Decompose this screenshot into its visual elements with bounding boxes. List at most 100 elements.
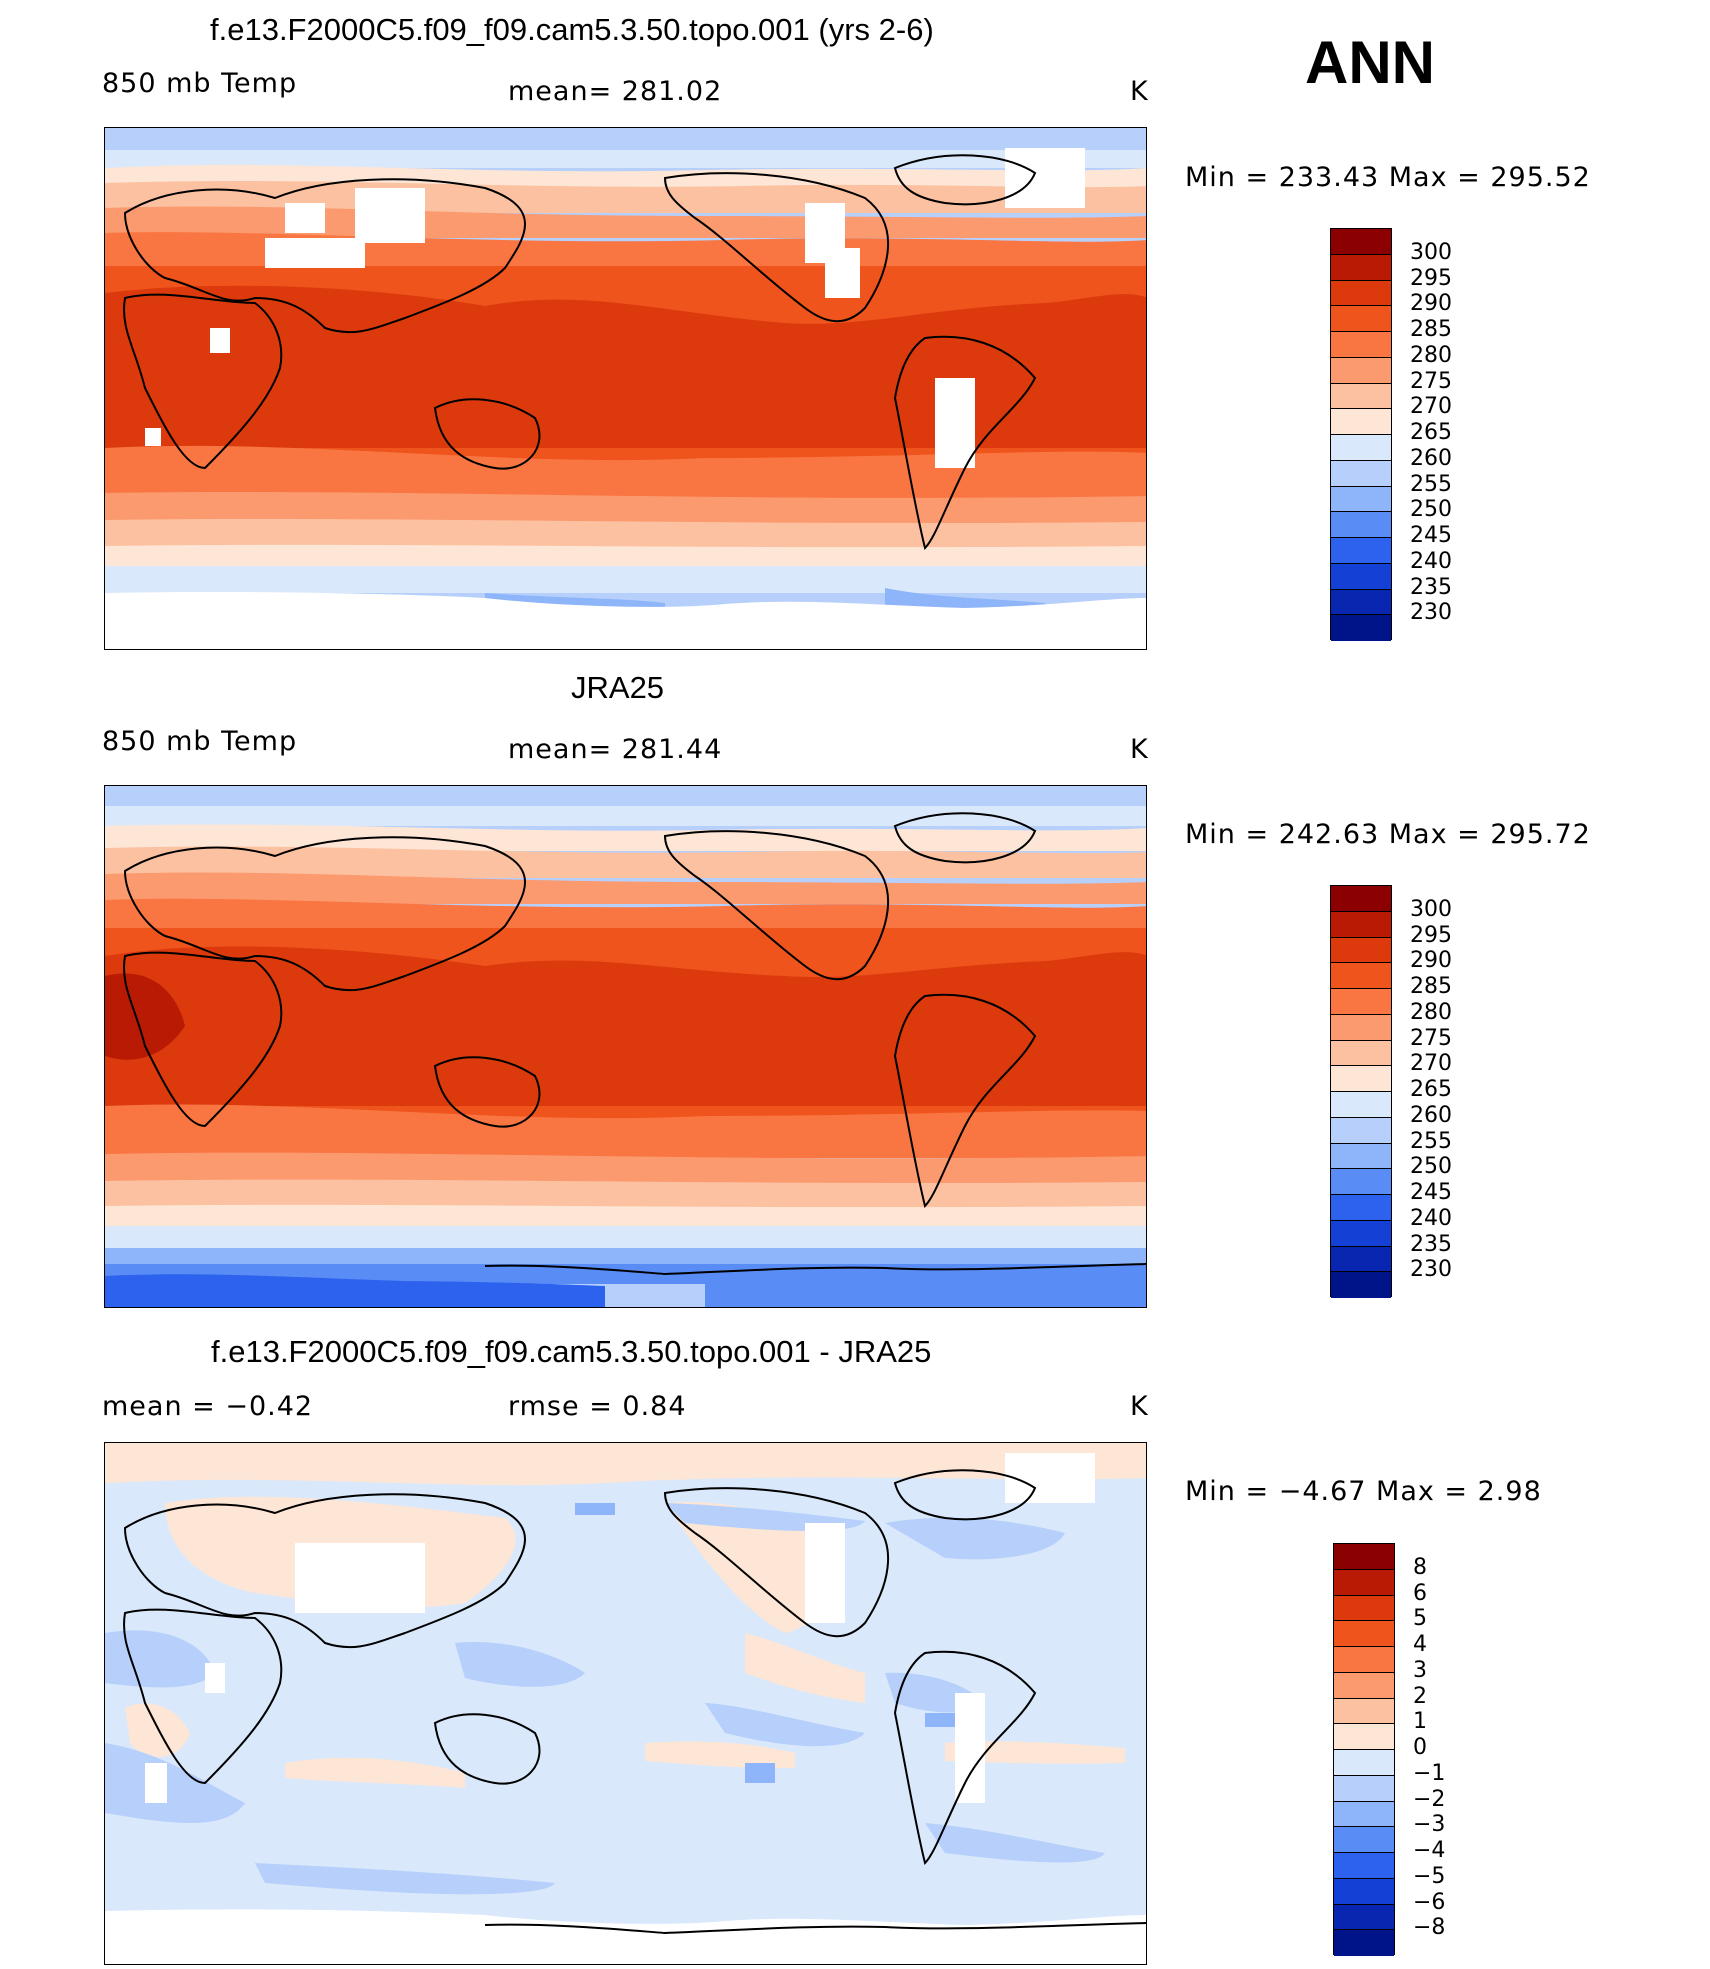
panel-2-mean-label: mean= 281.44: [508, 734, 723, 765]
colorbar-swatch: [1334, 1930, 1394, 1956]
colorbar-swatch: [1331, 615, 1391, 641]
colorbar-tick-label: 290: [1410, 291, 1452, 317]
panel-3-rmse-label: rmse = 0.84: [508, 1391, 687, 1422]
colorbar-tick-label: 235: [1410, 574, 1452, 600]
colorbar-swatch: [1334, 1904, 1394, 1931]
colorbar-swatch: [1331, 383, 1391, 410]
colorbar-tick-label: −5: [1413, 1863, 1446, 1889]
panel-2-variable-label: 850 mb Temp: [102, 726, 298, 757]
colorbar-swatch: [1331, 512, 1391, 538]
colorbar-swatch: [1334, 1544, 1394, 1570]
panel-1-map: [104, 127, 1147, 650]
colorbar-swatch: [1331, 280, 1391, 307]
colorbar-swatch: [1331, 1117, 1391, 1144]
colorbar-tick-label: 300: [1410, 896, 1452, 922]
colorbar-tick-label: −6: [1413, 1889, 1446, 1915]
colorbar-tick-label: 0: [1413, 1735, 1427, 1760]
colorbar-swatch: [1334, 1878, 1394, 1905]
colorbar-tick-label: 265: [1410, 1077, 1452, 1102]
season-label: ANN: [1305, 29, 1435, 96]
colorbar-swatch: [1331, 1272, 1391, 1298]
colorbar-swatch: [1334, 1750, 1394, 1776]
colorbar-tick-label: 3: [1413, 1657, 1427, 1683]
colorbar-swatch: [1331, 1143, 1391, 1170]
panel-3-colorbar: [1333, 1543, 1395, 1956]
colorbar-swatch: [1331, 1040, 1391, 1067]
colorbar-swatch: [1331, 1014, 1391, 1041]
panel-1-map-field: [105, 128, 1146, 649]
colorbar-tick-label: 280: [1410, 999, 1452, 1025]
panel-3-title: f.e13.F2000C5.f09_f09.cam5.3.50.topo.001…: [211, 1334, 932, 1369]
colorbar-swatch: [1331, 1092, 1391, 1118]
colorbar-tick-label: 240: [1410, 548, 1452, 574]
colorbar-swatch: [1334, 1569, 1394, 1596]
colorbar-swatch: [1334, 1853, 1394, 1879]
colorbar-swatch: [1334, 1647, 1394, 1673]
colorbar-swatch: [1334, 1698, 1394, 1725]
colorbar-tick-label: −2: [1413, 1786, 1446, 1812]
colorbar-swatch: [1334, 1801, 1394, 1828]
colorbar-tick-label: 285: [1410, 974, 1452, 999]
panel-3-unit: K: [1130, 1391, 1149, 1422]
colorbar-tick-label: 235: [1410, 1231, 1452, 1257]
colorbar-swatch: [1334, 1595, 1394, 1622]
panel-2-unit: K: [1130, 734, 1149, 765]
colorbar-swatch: [1331, 1195, 1391, 1221]
colorbar-swatch: [1331, 1169, 1391, 1195]
colorbar-tick-label: 285: [1410, 317, 1452, 342]
colorbar-tick-label: 6: [1413, 1580, 1427, 1606]
colorbar-swatch: [1334, 1724, 1394, 1750]
colorbar-tick-label: −4: [1413, 1838, 1446, 1863]
colorbar-tick-label: 290: [1410, 948, 1452, 974]
colorbar-tick-label: −8: [1413, 1915, 1446, 1941]
colorbar-swatch: [1331, 1066, 1391, 1092]
panel-2-colorbar: [1330, 885, 1392, 1298]
colorbar-tick-label: 8: [1413, 1554, 1427, 1580]
colorbar-tick-label: 4: [1413, 1632, 1427, 1657]
panel-3-mean-label: mean = −0.42: [102, 1391, 314, 1422]
colorbar-tick-label: 245: [1410, 523, 1452, 548]
colorbar-swatch: [1331, 1220, 1391, 1247]
colorbar-tick-label: 245: [1410, 1180, 1452, 1205]
colorbar-swatch: [1331, 538, 1391, 564]
panel-1-mean-label: mean= 281.02: [508, 76, 723, 107]
colorbar-tick-label: 230: [1410, 600, 1452, 626]
colorbar-tick-label: 270: [1410, 1051, 1452, 1077]
colorbar-tick-label: 270: [1410, 394, 1452, 420]
colorbar-tick-label: 280: [1410, 342, 1452, 368]
panel-1-title: f.e13.F2000C5.f09_f09.cam5.3.50.topo.001…: [210, 12, 934, 47]
colorbar-swatch: [1331, 589, 1391, 616]
colorbar-tick-label: −3: [1413, 1812, 1446, 1838]
colorbar-swatch: [1331, 1246, 1391, 1273]
colorbar-tick-label: 265: [1410, 420, 1452, 445]
colorbar-tick-label: 255: [1410, 471, 1452, 497]
colorbar-swatch: [1331, 963, 1391, 989]
colorbar-swatch: [1331, 229, 1391, 255]
panel-3-min-max: Min = −4.67 Max = 2.98: [1185, 1476, 1542, 1507]
panel-2-title: JRA25: [571, 670, 665, 705]
colorbar-swatch: [1334, 1775, 1394, 1802]
panel-1-unit: K: [1130, 76, 1149, 107]
colorbar-tick-label: 5: [1413, 1606, 1427, 1632]
panel-3-map-field: [105, 1443, 1146, 1964]
panel-1-variable-label: 850 mb Temp: [102, 68, 298, 99]
colorbar-swatch: [1331, 409, 1391, 435]
colorbar-swatch: [1331, 937, 1391, 964]
panel-1-min-max: Min = 233.43 Max = 295.52: [1185, 162, 1591, 193]
colorbar-swatch: [1331, 306, 1391, 332]
colorbar-swatch: [1331, 989, 1391, 1015]
colorbar-swatch: [1331, 357, 1391, 384]
colorbar-tick-label: 275: [1410, 1025, 1452, 1051]
panel-3-map: [104, 1442, 1147, 1965]
colorbar-tick-label: 2: [1413, 1683, 1427, 1709]
colorbar-swatch: [1334, 1672, 1394, 1699]
colorbar-swatch: [1334, 1621, 1394, 1647]
colorbar-tick-label: −1: [1413, 1760, 1446, 1786]
panel-2-map: [104, 785, 1147, 1308]
panel-2-min-max: Min = 242.63 Max = 295.72: [1185, 819, 1591, 850]
colorbar-swatch: [1331, 332, 1391, 358]
colorbar-swatch: [1331, 911, 1391, 938]
colorbar-swatch: [1331, 460, 1391, 487]
panel-2-map-field: [105, 786, 1146, 1307]
colorbar-tick-label: 1: [1413, 1709, 1427, 1735]
